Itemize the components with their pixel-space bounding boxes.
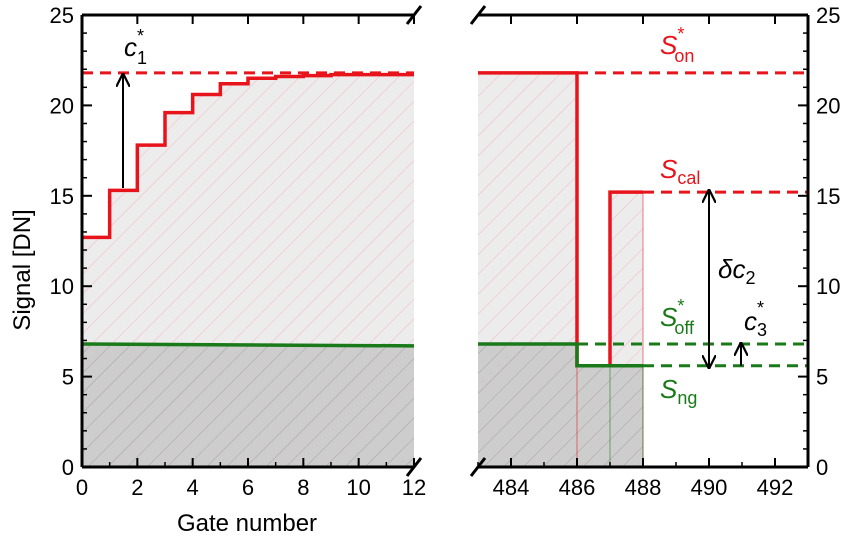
x-tick-label-left-0: 0: [76, 475, 88, 500]
hatch-left-1: [82, 344, 414, 467]
y-tick-label-right-2: 10: [816, 274, 840, 299]
break-mark-right-0: [469, 5, 487, 25]
s-on-label: S* on: [660, 24, 694, 66]
series-left-0: [82, 72, 414, 240]
x-tick-label-left-3: 6: [242, 475, 254, 500]
s-ng-label: Sng: [660, 374, 697, 408]
x-tick-label-right-1: 486: [559, 475, 596, 500]
s-cal-label: Scal: [660, 154, 700, 188]
x-tick-label-left-6: 12: [402, 475, 426, 500]
y-tick-label-right-3: 15: [816, 184, 840, 209]
y-tick-label-left-2: 10: [50, 274, 74, 299]
x-axis-title: Gate number: [177, 510, 317, 537]
y-tick-label-left-0: 0: [62, 455, 74, 480]
annotations: c1* S* on Scal δc2 S* off c3* Sng: [123, 24, 767, 408]
tick-labels: 0 2 4 6 8 10 12 0 5 10 15 20 25 484 486 488 490 492 0 5 10 15…: [50, 3, 841, 500]
x-tick-label-right-2: 488: [625, 475, 662, 500]
x-tick-label-right-3: 490: [691, 475, 728, 500]
x-tick-label-right-4: 492: [757, 475, 794, 500]
x-tick-label-left-4: 8: [297, 475, 309, 500]
x-tick-label-left-5: 10: [346, 475, 370, 500]
y-tick-label-right-4: 20: [816, 93, 840, 118]
data-lines: [81, 71, 808, 368]
delta-c2-label: δc2: [718, 254, 755, 288]
x-tick-label-left-2: 4: [187, 475, 199, 500]
shaded-regions: [82, 72, 644, 467]
axes: [80, 5, 810, 477]
y-tick-label-right-0: 0: [816, 455, 828, 480]
hatch-right-1: [478, 344, 643, 467]
s-off-label: S* off: [660, 296, 695, 338]
c3-label: c3*: [744, 298, 767, 340]
y-tick-label-left-5: 25: [50, 3, 74, 28]
series-left-1: [81, 342, 415, 348]
y-tick-label-left-3: 15: [50, 184, 74, 209]
y-tick-label-left-4: 20: [50, 93, 74, 118]
series-right-1: [478, 342, 643, 368]
y-tick-label-right-5: 25: [816, 3, 840, 28]
y-tick-label-left-1: 5: [62, 365, 74, 390]
x-tick-label-right-0: 484: [493, 475, 530, 500]
c1-label: c1*: [124, 26, 147, 68]
y-axis-title: Signal [DN]: [9, 209, 36, 330]
x-tick-label-left-1: 2: [131, 475, 143, 500]
y-tick-label-right-1: 5: [816, 365, 828, 390]
